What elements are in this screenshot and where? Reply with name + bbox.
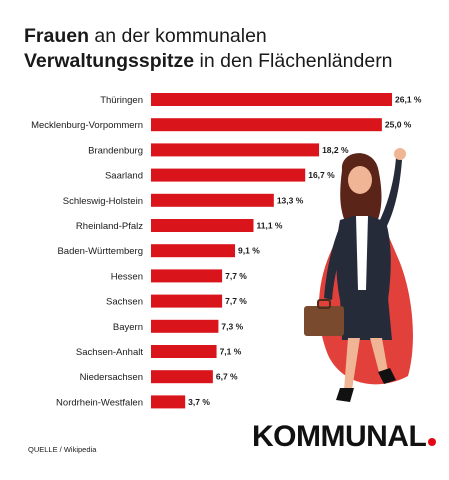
left-shoe <box>336 388 354 402</box>
superhero-businesswoman-illustration <box>304 148 413 402</box>
title-line-2: Verwaltungsspitze in den Flächenländern <box>24 49 393 74</box>
bar <box>151 370 213 384</box>
right-shoe <box>378 368 396 384</box>
bar <box>151 319 219 333</box>
category-label: Baden-Württemberg <box>57 246 143 257</box>
brand-name: KOMMUNAL <box>252 420 427 453</box>
face <box>348 166 372 194</box>
source-note: QUELLE / Wikipedia <box>28 445 97 454</box>
briefcase <box>304 306 344 336</box>
bar <box>151 168 306 182</box>
category-label: Saarland <box>105 171 143 182</box>
right-leg <box>370 338 388 376</box>
category-label: Sachsen <box>106 297 143 308</box>
chart-title: Frauen an der kommunalen Verwaltungsspit… <box>24 24 393 74</box>
category-label: Thüringen <box>100 95 143 106</box>
value-label: 26,1 % <box>395 95 422 105</box>
bar <box>151 345 217 358</box>
title-line-2-bold: Verwaltungsspitze <box>24 50 195 72</box>
value-label: 25,0 % <box>385 120 412 130</box>
value-label: 11,1 % <box>257 221 283 231</box>
bar-chart: Thüringen 26,1 % Mecklenburg-Vorpommern 25,… <box>31 93 422 409</box>
title-line-1: Frauen an der kommunalen <box>24 24 393 49</box>
bar <box>151 395 186 409</box>
value-label: 9,1 % <box>238 246 260 256</box>
category-label: Bayern <box>113 322 143 333</box>
briefcase-handle <box>317 299 331 309</box>
kommunal-logo: KOMMUNAL <box>252 420 437 454</box>
value-label: 13,3 % <box>277 195 304 205</box>
value-label: 7,1 % <box>220 347 242 357</box>
category-label: Brandenburg <box>88 145 143 156</box>
bar <box>151 93 393 106</box>
brand-dot-icon <box>428 438 437 446</box>
bar <box>151 193 274 207</box>
category-label: Hessen <box>111 271 143 282</box>
bar <box>151 143 320 157</box>
title-line-1-rest: an der kommunalen <box>89 25 267 47</box>
value-label: 18,2 % <box>322 145 349 155</box>
value-label: 7,7 % <box>225 296 247 306</box>
category-label: Mecklenburg-Vorpommern <box>31 120 143 131</box>
title-line-1-bold: Frauen <box>24 25 90 47</box>
category-label: Schleswig-Holstein <box>63 196 143 207</box>
shirt <box>356 216 368 290</box>
category-label: Sachsen-Anhalt <box>76 347 143 358</box>
title-line-2-rest: in den Flächenländern <box>194 50 393 72</box>
left-leg <box>344 338 360 390</box>
value-label: 7,3 % <box>221 321 243 331</box>
value-label: 7,7 % <box>225 271 247 281</box>
category-label: Nordrhein-Westfalen <box>56 397 143 408</box>
bar <box>151 118 382 132</box>
category-label: Niedersachsen <box>80 372 143 383</box>
value-label: 16,7 % <box>308 170 335 180</box>
skirt <box>340 298 392 340</box>
bar <box>151 219 254 232</box>
raised-fist <box>394 148 406 160</box>
bar <box>151 294 223 308</box>
value-label: 6,7 % <box>216 372 238 382</box>
lower-arm <box>324 226 348 300</box>
bar <box>151 244 236 258</box>
bar <box>151 269 223 283</box>
category-label: Rheinland-Pfalz <box>76 221 143 232</box>
value-label: 3,7 % <box>188 397 210 407</box>
raised-arm <box>378 158 402 228</box>
